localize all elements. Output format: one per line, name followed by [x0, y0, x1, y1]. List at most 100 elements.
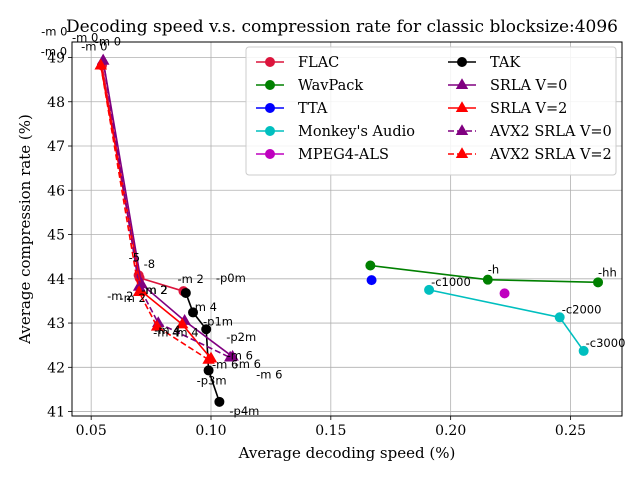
- x-tick-label: 0.15: [315, 423, 346, 439]
- legend-marker: [455, 147, 469, 158]
- data-point: [554, 312, 565, 323]
- chart-title: Decoding speed v.s. compression rate for…: [66, 17, 618, 37]
- legend-label: TAK: [490, 55, 521, 71]
- legend-item-monkey-s-audio: Monkey's Audio: [256, 124, 415, 140]
- legend-marker: [265, 149, 275, 159]
- legend-item-avx2-srla-v-2: AVX2 SRLA V=2: [448, 147, 612, 163]
- legend-label: AVX2 SRLA V=2: [489, 147, 612, 163]
- data-point: [94, 58, 107, 70]
- point-label: -m 2: [119, 291, 145, 305]
- data-point: [424, 284, 435, 295]
- legend-item-srla-v-2: SRLA V=2: [448, 101, 567, 117]
- point-label: -m 0: [81, 40, 107, 54]
- legend-item-tak: TAK: [448, 55, 521, 71]
- series-line: [102, 60, 231, 359]
- y-tick-label: 49: [47, 50, 65, 66]
- legend-marker: [455, 124, 469, 135]
- legend-marker: [265, 80, 275, 90]
- axis-ticks: 0.05 0.10 0.15 0.20 0.25 41 42 43 44 45 46 47 48 49: [47, 50, 586, 439]
- plot-frame: [71, 41, 623, 417]
- legend-label: Monkey's Audio: [298, 124, 415, 140]
- legend-marker: [457, 57, 467, 67]
- point-label: -m 0: [95, 34, 121, 48]
- point-label: -c3000: [586, 336, 626, 350]
- legend-box: [245, 46, 617, 176]
- legend-label: SRLA V=2: [490, 101, 567, 117]
- point-label: -p3m: [197, 373, 227, 387]
- legend-label: MPEG4-ALS: [298, 147, 389, 163]
- x-tick-label: 0.20: [435, 423, 466, 439]
- y-tick-label: 43: [47, 316, 65, 332]
- legend-marker: [265, 103, 275, 113]
- point-label: -m 6: [227, 349, 253, 363]
- y-tick-label: 48: [47, 95, 65, 111]
- point-label: -p2m: [226, 330, 256, 344]
- x-tick-label: 0.10: [195, 423, 226, 439]
- y-tick-label: 41: [47, 405, 65, 421]
- point-label: -m 6: [212, 357, 238, 371]
- legend-item-tta: TTA: [256, 101, 328, 117]
- data-point: [203, 365, 214, 376]
- legend-label: AVX2 SRLA V=0: [489, 124, 612, 140]
- y-tick-label: 44: [47, 272, 65, 288]
- x-axis-label: Average decoding speed (%): [238, 444, 456, 462]
- data-point: [223, 350, 237, 362]
- point-label: -m 2: [141, 283, 167, 297]
- data-point: [132, 285, 146, 297]
- legend-item-srla-v-0: SRLA V=0: [448, 78, 567, 94]
- point-label: -c1000: [431, 275, 471, 289]
- point-label: -m 0: [72, 30, 98, 44]
- legend-label: FLAC: [298, 55, 339, 71]
- series-monkey-s-audio: [424, 284, 589, 356]
- point-label: -m 2: [107, 289, 133, 303]
- data-point: [499, 288, 510, 299]
- series-line: [102, 60, 234, 358]
- data-point: [180, 287, 191, 298]
- data-point: [482, 274, 493, 285]
- data-point: [365, 260, 376, 271]
- point-label: -h: [488, 263, 499, 277]
- point-label: -m 6: [256, 368, 282, 382]
- point-label: -m 0: [41, 44, 67, 58]
- point-label: -m 2: [177, 272, 203, 286]
- legend: FLAC WavPack TTA Monkey's Audio MPEG4-ALS TAK…: [245, 46, 617, 176]
- legend-marker: [265, 57, 275, 67]
- series-wavpack: [365, 260, 604, 288]
- point-label: -8: [144, 257, 155, 271]
- point-label: -c2000: [562, 302, 602, 316]
- legend-marker: [265, 126, 275, 136]
- legend-item-flac: FLAC: [256, 55, 339, 71]
- y-tick-label: 42: [47, 360, 65, 376]
- x-tick-label: 0.05: [76, 423, 107, 439]
- data-point: [593, 277, 604, 288]
- legend-marker: [455, 101, 469, 112]
- legend-label: SRLA V=0: [490, 78, 567, 94]
- legend-item-wavpack: WavPack: [256, 78, 363, 94]
- point-label: -p0m: [216, 271, 246, 285]
- legend-label: TTA: [298, 101, 328, 117]
- point-label: -p4m: [229, 404, 259, 418]
- point-label: -m 0: [41, 25, 67, 39]
- y-tick-label: 45: [47, 228, 65, 244]
- legend-item-mpeg4-als: MPEG4-ALS: [256, 147, 389, 163]
- point-label: -m 4: [191, 300, 217, 314]
- y-tick-label: 46: [47, 183, 65, 199]
- point-label: -m 6: [235, 357, 261, 371]
- data-point: [214, 396, 225, 407]
- point-label: -5: [129, 250, 140, 264]
- data-point: [176, 317, 189, 329]
- data-point: [578, 345, 589, 356]
- data-point: [366, 275, 377, 286]
- point-labels: -m 0-5 -8-m 2-h -hh-c1000-c2000-c3000-p0m-…: [41, 25, 626, 418]
- point-label: -m 2: [141, 283, 167, 297]
- legend-item-avx2-srla-v-0: AVX2 SRLA V=0: [448, 124, 612, 140]
- x-tick-label: 0.25: [555, 423, 586, 439]
- series-line: [99, 65, 210, 361]
- legend-marker: [455, 78, 469, 89]
- data-point: [202, 352, 215, 364]
- data-point: [201, 324, 212, 335]
- series-avx2-srla-v-2: [94, 58, 215, 364]
- data-point: [188, 307, 199, 318]
- series-tta: [366, 275, 377, 286]
